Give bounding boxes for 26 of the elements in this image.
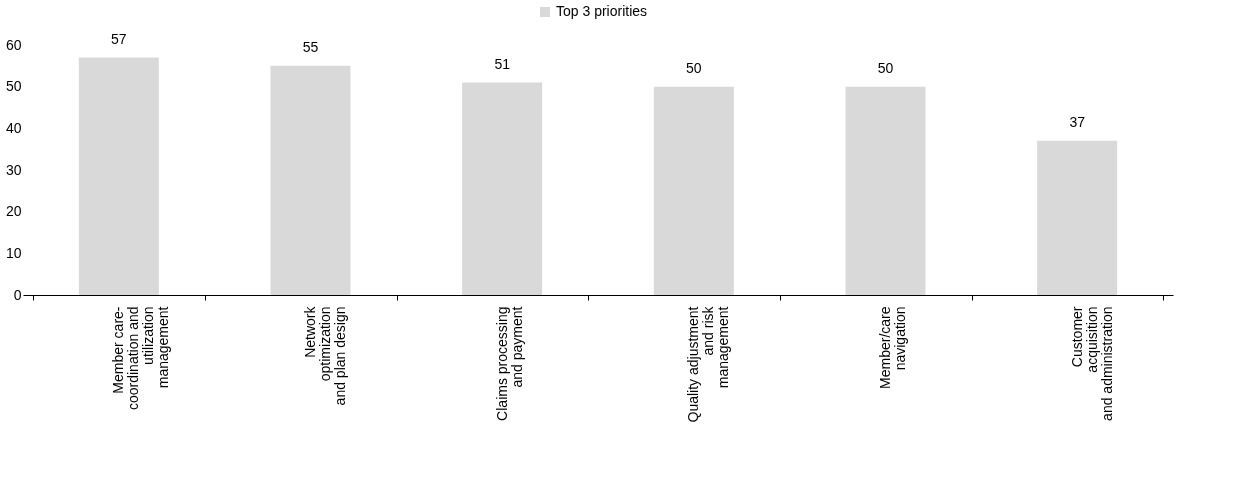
y-tick-label: 10 [5, 244, 22, 261]
bar [653, 86, 734, 295]
data-label: 50 [686, 59, 702, 76]
data-label: 50 [877, 59, 894, 76]
bar [270, 65, 351, 295]
x-tick-label: Customer acquisition and administration [1068, 306, 1115, 421]
data-label: 37 [1069, 113, 1086, 130]
x-tick-label: Member/care navigation [877, 306, 908, 389]
bar [1037, 140, 1118, 295]
x-tick-label: Claims processing and payment [493, 306, 525, 421]
y-tick-label: 50 [5, 78, 22, 95]
bar [462, 82, 543, 295]
y-tick-label: 30 [5, 161, 22, 178]
legend-label: Top 3 priorities [556, 3, 648, 19]
y-tick-label: 20 [5, 203, 22, 220]
data-label: 51 [494, 55, 511, 72]
y-tick-label: 0 [13, 286, 22, 303]
x-tick-label: Member care- coordination and utilization management [110, 306, 172, 411]
data-label: 57 [111, 30, 127, 47]
bar [845, 86, 926, 295]
x-tick-label: Quality adjustment and risk management [685, 305, 732, 423]
y-tick-label: 40 [5, 119, 22, 136]
x-tick-label: Network optimization and plan design [302, 305, 348, 406]
bar [78, 57, 159, 295]
y-tick-label: 60 [5, 36, 22, 53]
data-label: 55 [302, 38, 319, 55]
